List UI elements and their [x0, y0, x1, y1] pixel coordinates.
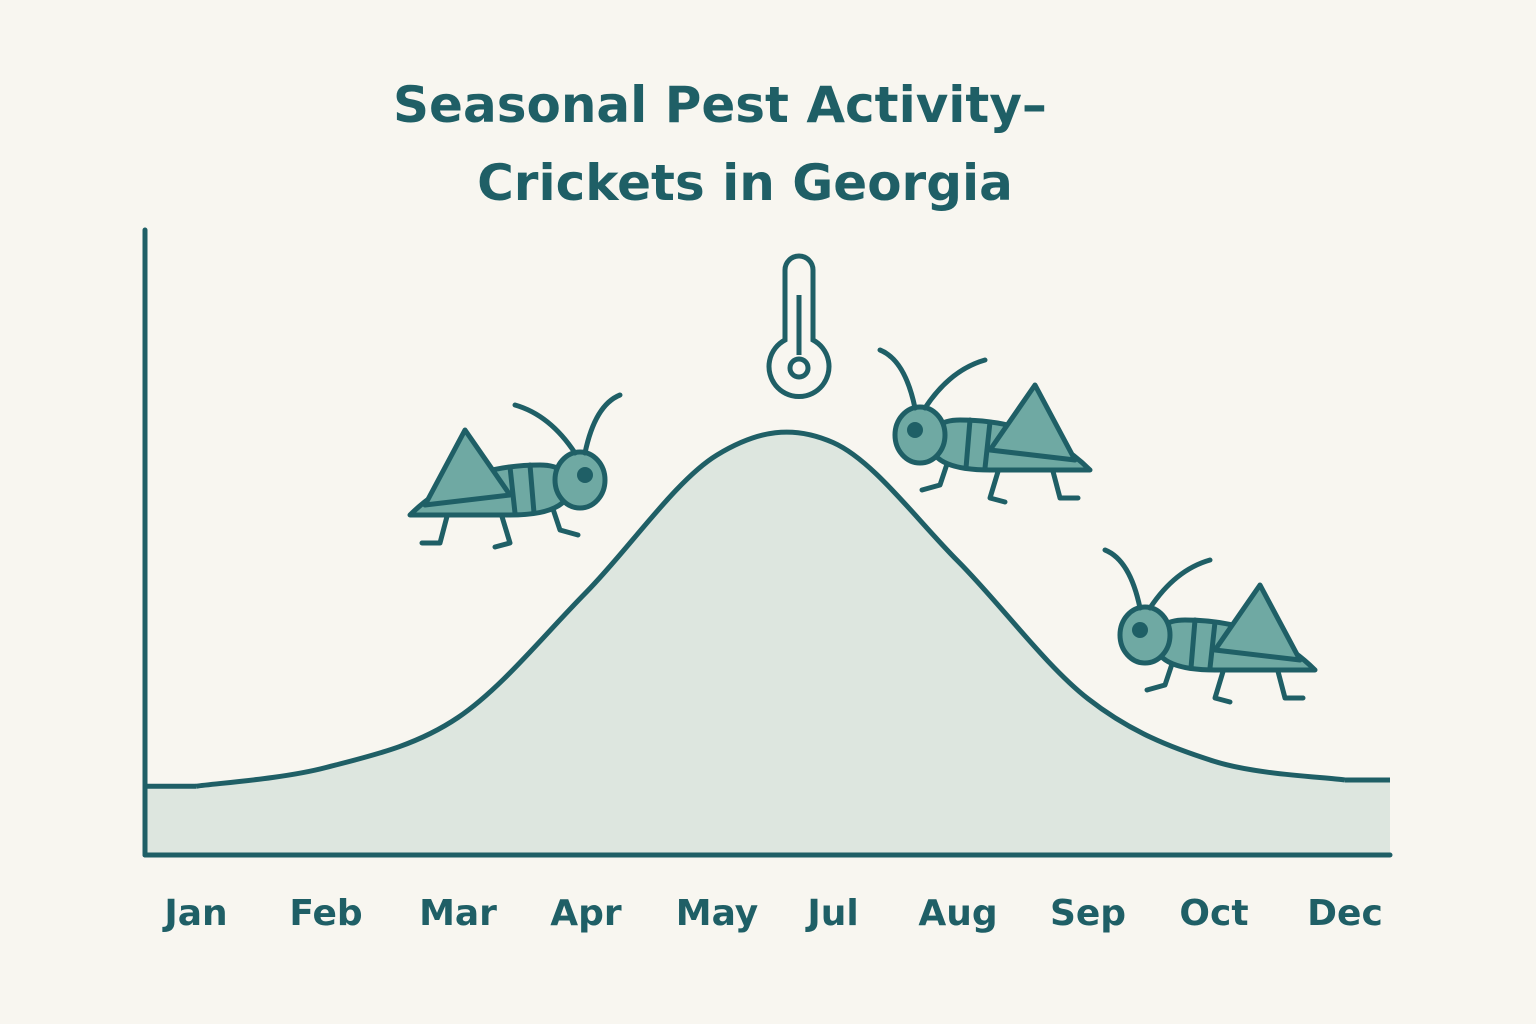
area — [196, 432, 1345, 855]
x-tick-label: Feb — [289, 893, 362, 934]
line — [195, 429, 1346, 789]
x-tick-label: Mar — [419, 893, 497, 934]
thermometer-icon — [766, 253, 832, 399]
x-tick-label: Jan — [161, 893, 227, 934]
x-tick-label: Jul — [804, 893, 858, 934]
x-tick-label: Apr — [550, 893, 622, 934]
area-edge — [145, 786, 197, 855]
area-edge — [1344, 780, 1390, 855]
chart-title: Seasonal Pest Activity– — [393, 76, 1047, 134]
x-tick-label: Dec — [1307, 893, 1383, 934]
x-tick-label: May — [676, 893, 758, 934]
x-tick-label: Aug — [918, 893, 997, 934]
chart-title: Crickets in Georgia — [477, 154, 1013, 212]
x-tick-label: Oct — [1179, 893, 1248, 934]
x-tick-label: Sep — [1050, 893, 1126, 934]
